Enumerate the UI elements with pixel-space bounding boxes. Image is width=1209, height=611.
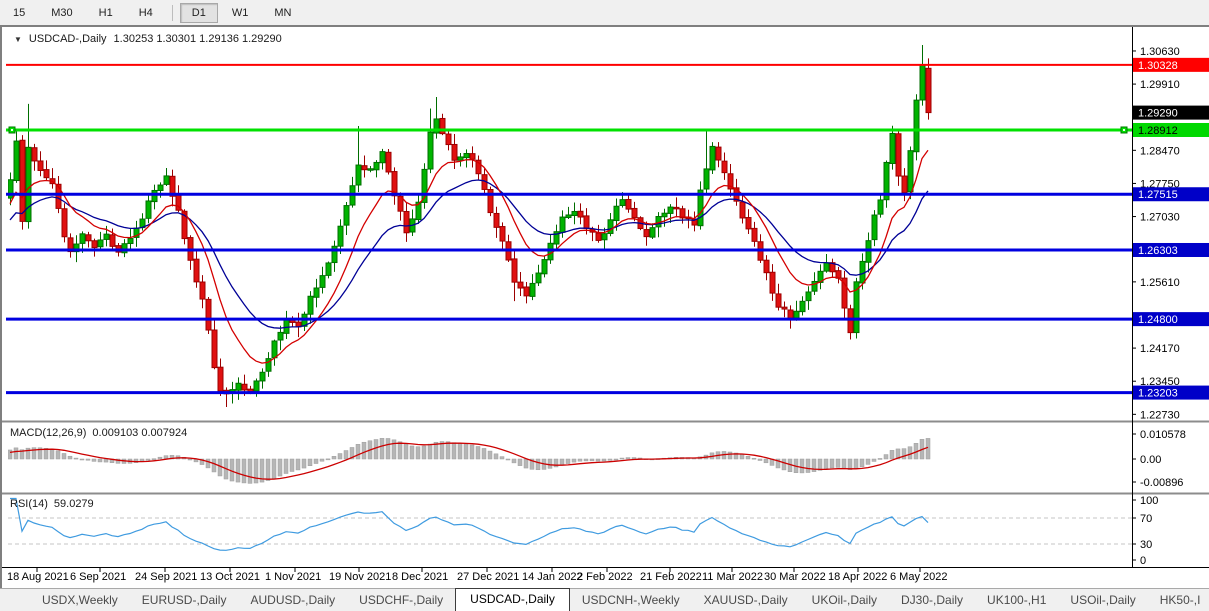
date-axis-label: 18 Apr 2022	[828, 571, 887, 583]
date-axis-label: 18 Aug 2021	[7, 571, 69, 583]
chart-tab-usdcnh-weekly[interactable]: USDCNH-,Weekly	[581, 593, 680, 607]
timeframe-toolbar: 15 M30 H1 H4 D1 W1 MN	[0, 0, 1209, 26]
rsi-axis-tick: 0	[1140, 555, 1146, 567]
chart-tab-bar: USDX,Weekly EURUSD-,Daily AUDUSD-,Daily USD…	[0, 588, 1209, 611]
price-axis-tick: 1.25610	[1140, 277, 1180, 289]
price-label-text: 1.24800	[1138, 314, 1178, 326]
chart-tab-usdcad-daily[interactable]: USDCAD-,Daily	[455, 588, 570, 611]
moving-average-fast-line	[9, 149, 929, 364]
price-label-1.28912	[1133, 122, 1209, 137]
price-axis-tick: 1.28470	[1140, 145, 1180, 157]
timeframe-button-D1[interactable]: D1	[179, 2, 218, 23]
date-axis-label: 13 Oct 2021	[200, 571, 260, 583]
date-axis-label: 30 Mar 2022	[764, 571, 826, 583]
price-axis-tick: 1.27030	[1140, 212, 1180, 224]
chart-tab-dj30-daily[interactable]: DJ30-,Daily	[901, 593, 964, 607]
macd-axis-tick: 0.00	[1140, 454, 1161, 466]
chart-tab-usdx-weekly[interactable]: USDX,Weekly	[42, 593, 118, 607]
chart-tab-hk50-i[interactable]: HK50-,I	[1159, 593, 1201, 607]
price-label-1.27515	[1133, 187, 1209, 202]
rsi-name: RSI(14)	[10, 498, 48, 510]
macd-histogram	[8, 438, 931, 484]
date-axis-label: 27 Dec 2021	[457, 571, 519, 583]
chart-tab-xauusd-daily[interactable]: XAUUSD-,Daily	[703, 593, 788, 607]
price-axis-tick: 1.23450	[1140, 376, 1180, 388]
price-axis-tick: 1.29910	[1140, 79, 1180, 91]
price-label-text: 1.26303	[1138, 245, 1178, 257]
date-axis-label: 6 Sep 2021	[70, 571, 126, 583]
chart-window[interactable]: 1.30630 1.29910 1.28470 1.27750 1.27030 1.256…	[0, 25, 1209, 589]
date-axis-label: 24 Sep 2021	[135, 571, 197, 583]
chart-ohlc-values: 1.30253 1.30301 1.29136 1.29290	[113, 33, 282, 45]
timeframe-button-M30[interactable]: M30	[51, 6, 73, 19]
rsi-axis-tick: 70	[1140, 513, 1152, 525]
chart-symbol-label: USDCAD-,Daily	[28, 33, 107, 45]
rsi-axis-tick: 30	[1140, 539, 1152, 551]
price-label-1.23203	[1133, 385, 1209, 400]
timeframe-button-MN[interactable]: MN	[274, 6, 292, 19]
price-axis-tick: 1.22730	[1140, 409, 1180, 421]
price-axis-tick: 1.30630	[1140, 46, 1180, 58]
moving-average-slow-line	[9, 179, 929, 329]
rsi-line	[10, 497, 929, 551]
price-label-1.26303	[1133, 242, 1209, 257]
price-label-text: 1.29290	[1138, 108, 1178, 120]
rsi-value: 59.0279	[53, 498, 94, 510]
price-label-text: 1.30328	[1138, 60, 1178, 72]
price-label-1.24800	[1133, 312, 1209, 327]
timeframe-button-W1[interactable]: W1	[231, 6, 249, 19]
price-label-text: 1.27515	[1138, 189, 1178, 201]
macd-axis-tick: -0.00896	[1140, 477, 1183, 489]
price-label-text: 1.28912	[1138, 125, 1178, 137]
price-label-1.29290	[1133, 105, 1209, 120]
rsi-indicator-label: RSI(14) 59.0279	[10, 498, 94, 510]
date-axis-label: 1 Nov 2021	[265, 571, 321, 583]
date-axis-label: 19 Nov 2021	[329, 571, 391, 583]
macd-signal-line	[9, 442, 929, 480]
chart-tab-uk100-h1[interactable]: UK100-,H1	[987, 593, 1047, 607]
chart-tab-ukoil-daily[interactable]: UKOil-,Daily	[811, 593, 878, 607]
date-axis-label: 21 Feb 2022	[640, 571, 702, 583]
chart-tab-audusd-daily[interactable]: AUDUSD-,Daily	[250, 593, 336, 607]
timeframe-button-15[interactable]: 15	[13, 6, 26, 19]
price-label-1.30328	[1133, 57, 1209, 72]
timeframe-button-H1[interactable]: H1	[98, 6, 113, 19]
macd-name: MACD(12,26,9)	[10, 427, 87, 439]
date-axis-label: 6 May 2022	[890, 571, 947, 583]
price-axis-tick: 1.24170	[1140, 343, 1180, 355]
macd-values: 0.009103 0.007924	[92, 427, 188, 439]
timeframe-button-H4[interactable]: H4	[138, 6, 153, 19]
chart-tab-usdchf-daily[interactable]: USDCHF-,Daily	[359, 593, 444, 607]
chart-tab-usoil-daily[interactable]: USOil-,Daily	[1070, 593, 1136, 607]
macd-axis-tick: 0.010578	[1140, 429, 1186, 441]
chart-canvas[interactable]: 1.306301.299101.284701.277501.270301.256…	[2, 27, 1209, 589]
chart-title: ▼ USDCAD-,Daily 1.30253 1.30301 1.29136 …	[14, 33, 282, 45]
date-axis-label: 11 Mar 2022	[702, 571, 763, 583]
toolbar-separator	[171, 4, 173, 21]
price-label-text: 1.23203	[1138, 388, 1178, 400]
rsi-axis-tick: 100	[1140, 495, 1158, 507]
date-axis-label: 8 Dec 2021	[392, 571, 448, 583]
chart-tab-eurusd-daily[interactable]: EURUSD-,Daily	[141, 593, 227, 607]
macd-indicator-label: MACD(12,26,9) 0.009103 0.007924	[10, 427, 187, 439]
chart-menu-arrow-icon[interactable]: ▼	[14, 34, 22, 44]
date-axis-label: 2 Feb 2022	[577, 571, 633, 583]
date-axis-label: 14 Jan 2022	[522, 571, 583, 583]
